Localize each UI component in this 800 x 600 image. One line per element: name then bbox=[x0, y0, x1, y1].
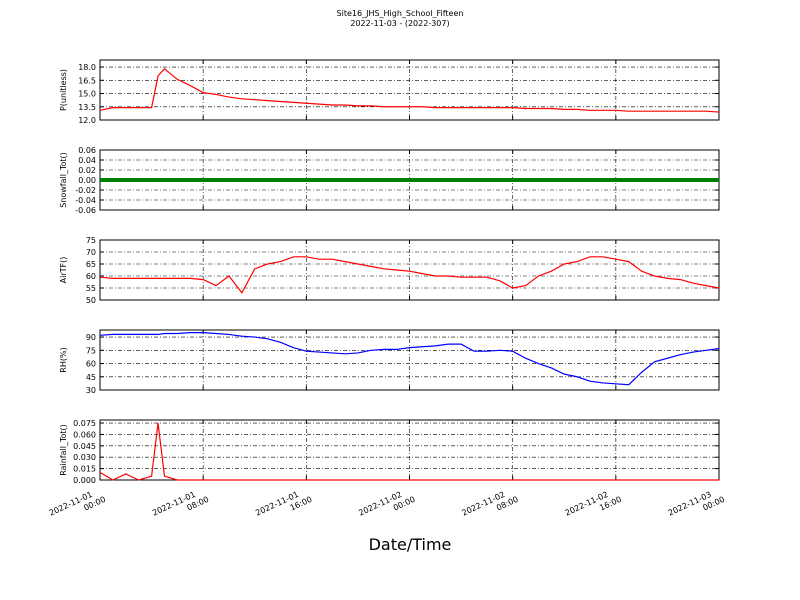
x-axis-label: Date/Time bbox=[369, 535, 452, 554]
chart-title: Site16_JHS_High_School_Fifteen bbox=[337, 9, 464, 18]
chart-subtitle: 2022-11-03 - (2022-307) bbox=[350, 19, 449, 28]
y-tick-label: -0.04 bbox=[75, 196, 96, 205]
y-tick-label: 70 bbox=[86, 248, 96, 257]
y-tick-label: 55 bbox=[86, 284, 96, 293]
x-tick-label: 2022-11-0116:00 bbox=[254, 486, 313, 527]
y-tick-label: 0.02 bbox=[78, 166, 96, 175]
y-tick-label: 75 bbox=[86, 236, 96, 245]
x-tick-label: 2022-11-0108:00 bbox=[151, 486, 210, 527]
x-tick-label: 2022-11-0100:00 bbox=[48, 486, 107, 527]
y-tick-label: 45 bbox=[86, 373, 96, 382]
y-tick-label: -0.06 bbox=[75, 206, 96, 215]
y-tick-label: 60 bbox=[86, 272, 96, 281]
y-tick-label: 0.030 bbox=[73, 453, 96, 462]
y-tick-label: 90 bbox=[86, 333, 96, 342]
y-tick-label: 75 bbox=[86, 346, 96, 355]
y-tick-label: 0.015 bbox=[73, 465, 96, 474]
y-tick-label: 0.06 bbox=[78, 146, 96, 155]
data-line bbox=[99, 422, 719, 481]
data-line bbox=[99, 332, 720, 386]
y-axis-label: P(unitless) bbox=[59, 69, 68, 111]
y-axis-label: AirTF() bbox=[59, 257, 68, 284]
x-tick-label: 2022-11-0216:00 bbox=[564, 486, 623, 527]
y-tick-label: 0.075 bbox=[73, 419, 96, 428]
y-axis-label: RH(%) bbox=[59, 347, 68, 372]
data-line bbox=[99, 67, 720, 113]
y-tick-label: 15.0 bbox=[78, 90, 96, 99]
y-tick-label: 65 bbox=[86, 260, 96, 269]
y-tick-label: 50 bbox=[86, 296, 96, 305]
y-tick-label: 30 bbox=[86, 386, 96, 395]
y-tick-label: 13.5 bbox=[78, 103, 96, 112]
x-tick-label: 2022-11-0200:00 bbox=[357, 486, 416, 527]
x-tick-label: 2022-11-0208:00 bbox=[461, 486, 520, 527]
y-tick-label: 60 bbox=[86, 360, 96, 369]
y-tick-label: 18.0 bbox=[78, 63, 96, 72]
x-tick-label: 2022-11-0300:00 bbox=[667, 486, 726, 527]
data-line bbox=[99, 256, 720, 294]
y-tick-label: 0.000 bbox=[73, 476, 96, 485]
y-tick-label: -0.02 bbox=[75, 186, 96, 195]
y-axis-label: Rainfall_Tot() bbox=[59, 424, 68, 476]
y-tick-label: 16.5 bbox=[78, 76, 96, 85]
y-tick-label: 0.045 bbox=[73, 442, 96, 451]
y-tick-label: 0.04 bbox=[78, 156, 96, 165]
y-tick-label: 0.060 bbox=[73, 430, 96, 439]
y-tick-label: 0.00 bbox=[78, 176, 96, 185]
y-tick-label: 12.0 bbox=[78, 116, 96, 125]
y-axis-label: Snowfall_Tot() bbox=[59, 152, 68, 208]
